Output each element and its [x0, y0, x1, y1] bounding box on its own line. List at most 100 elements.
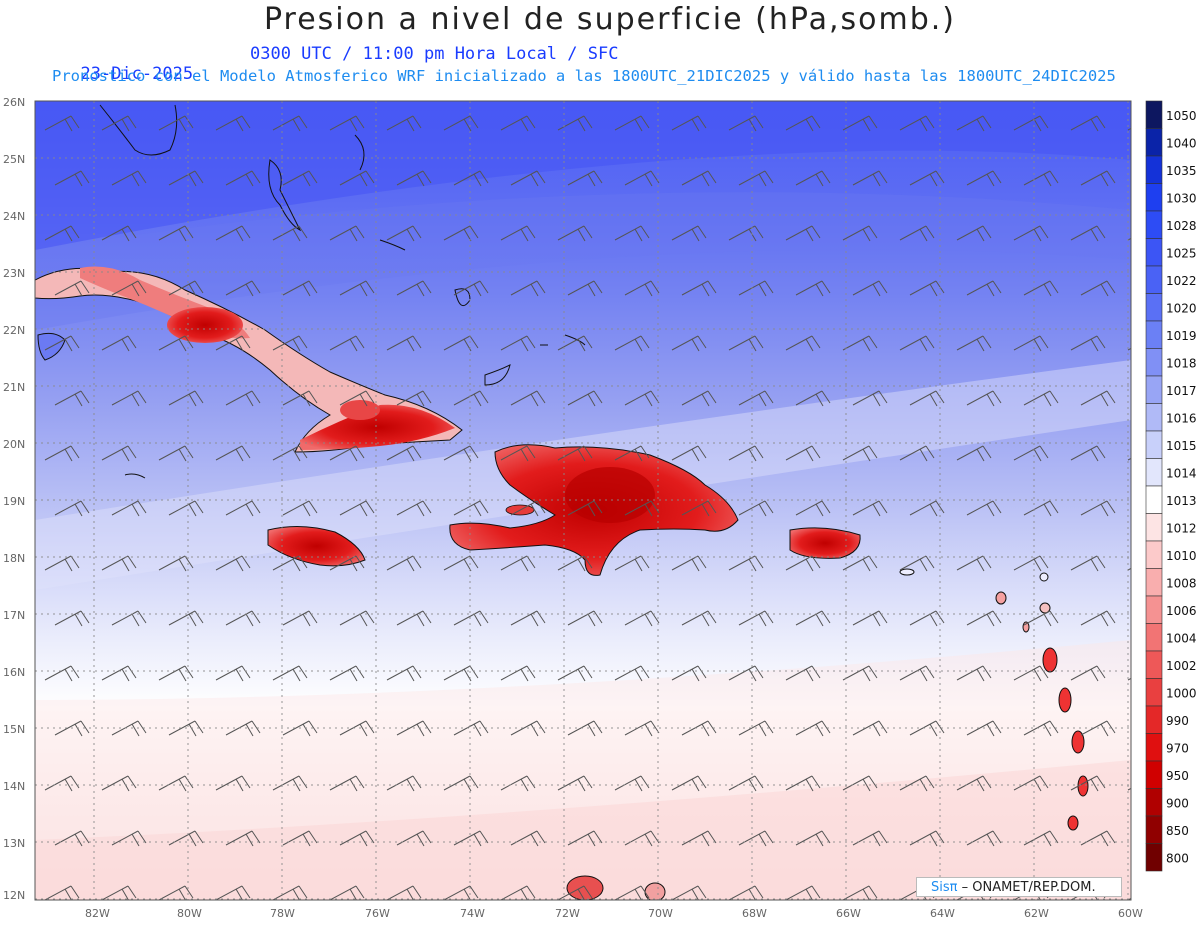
- wind-barb: [215, 225, 251, 242]
- wind-barb: [215, 665, 251, 682]
- wind-barb: [500, 115, 536, 132]
- wind-barb: [956, 775, 992, 792]
- wind-barb: [168, 280, 204, 297]
- colorbar-label: 1015: [1166, 439, 1197, 453]
- wind-barb: [54, 830, 90, 847]
- lat-label: 16N: [3, 666, 25, 679]
- wind-barb: [396, 720, 432, 737]
- lon-label: 80W: [177, 907, 202, 920]
- lat-label: 22N: [3, 324, 25, 337]
- colorbar-swatch: [1145, 348, 1163, 377]
- wind-barb: [795, 610, 831, 627]
- wind-barb: [899, 115, 935, 132]
- wind-barb: [158, 775, 194, 792]
- wind-barb: [396, 390, 432, 407]
- wind-barb: [671, 665, 707, 682]
- wind-barb: [1070, 445, 1106, 462]
- wind-barb: [44, 555, 80, 572]
- map-title: Presion a nivel de superficie (hPa,somb.…: [263, 2, 957, 37]
- colorbar-label: 1019: [1166, 329, 1197, 343]
- colorbar-label: 1002: [1166, 659, 1197, 673]
- wind-barb: [510, 610, 546, 627]
- lat-label: 26N: [3, 96, 25, 109]
- wind-barb: [1023, 830, 1059, 847]
- wind-barb: [1127, 897, 1131, 900]
- wind-barb: [396, 280, 432, 297]
- colorbar-label: 1020: [1166, 301, 1197, 315]
- wind-barb: [215, 115, 251, 132]
- wind-barb: [1080, 170, 1116, 187]
- wind-barb: [396, 500, 432, 517]
- wind-barb: [956, 555, 992, 572]
- wind-barb: [956, 445, 992, 462]
- wind-barb: [111, 390, 147, 407]
- wind-barb: [614, 335, 650, 352]
- colorbar-swatch: [1145, 788, 1163, 817]
- sispi-logo: Sisπ: [931, 880, 958, 895]
- lat-label: 12N: [3, 889, 25, 902]
- colorbar-swatch: [1145, 650, 1163, 679]
- wind-barb: [614, 115, 650, 132]
- wind-barb: [54, 280, 90, 297]
- wind-barb: [225, 170, 261, 187]
- wind-barb: [852, 390, 888, 407]
- wind-barb: [842, 775, 878, 792]
- wind-barb: [681, 500, 717, 517]
- wind-barb: [510, 170, 546, 187]
- pressure-band: [35, 192, 1131, 330]
- colorbar-label: 1035: [1166, 164, 1197, 178]
- wind-barb: [738, 830, 774, 847]
- wind-barbs: [44, 115, 1131, 900]
- wind-barb: [671, 115, 707, 132]
- lat-label: 15N: [3, 723, 25, 736]
- colorbar-swatch: [1145, 238, 1163, 267]
- wind-barb: [899, 335, 935, 352]
- colorbar-swatch: [1145, 815, 1163, 844]
- wind-barb: [329, 665, 365, 682]
- colorbar-label: 1022: [1166, 274, 1197, 288]
- colorbar-swatch: [1145, 595, 1163, 624]
- wind-barb: [852, 170, 888, 187]
- wind-barb: [272, 775, 308, 792]
- low-pressure-band: [35, 760, 1131, 900]
- wind-barb: [1013, 665, 1049, 682]
- wind-barb: [624, 280, 660, 297]
- wind-barb: [1013, 555, 1049, 572]
- colorbar-swatch: [1145, 458, 1163, 487]
- lon-label: 68W: [742, 907, 767, 920]
- lat-label: 20N: [3, 438, 25, 451]
- wind-barb: [624, 610, 660, 627]
- wind-barb: [339, 170, 375, 187]
- colorbar-swatch: [1145, 568, 1163, 597]
- colorbar-swatch: [1145, 210, 1163, 239]
- wind-barb: [396, 610, 432, 627]
- date-line: 23-Dic-2025 0300 UTC / 11:00 pm Hora Loc…: [60, 44, 618, 104]
- date-label: 23-Dic-2025: [80, 64, 194, 84]
- wind-barb: [557, 335, 593, 352]
- wind-barb: [111, 610, 147, 627]
- wind-barb: [738, 390, 774, 407]
- wind-barb: [329, 445, 365, 462]
- wind-barb: [681, 170, 717, 187]
- wind-barb: [386, 335, 422, 352]
- wind-barb: [671, 335, 707, 352]
- colorbar-swatch: [1145, 513, 1163, 542]
- wind-barb: [339, 610, 375, 627]
- wind-barb: [557, 115, 593, 132]
- wind-barb: [785, 225, 821, 242]
- colorbar-label: 1004: [1166, 631, 1197, 645]
- colorbar-label: 1016: [1166, 411, 1197, 425]
- colorbar-label: 1008: [1166, 576, 1197, 590]
- wind-barb: [168, 610, 204, 627]
- wind-barb: [1070, 225, 1106, 242]
- wind-barb: [567, 170, 603, 187]
- wind-barb: [1013, 335, 1049, 352]
- wind-barb: [500, 445, 536, 462]
- wind-barb: [225, 830, 261, 847]
- wind-barb: [795, 830, 831, 847]
- colorbar-label: 1012: [1166, 521, 1197, 535]
- wind-barb: [44, 115, 80, 132]
- wind-barb: [567, 390, 603, 407]
- lon-label: 78W: [270, 907, 295, 920]
- map-frame: [34, 100, 1132, 901]
